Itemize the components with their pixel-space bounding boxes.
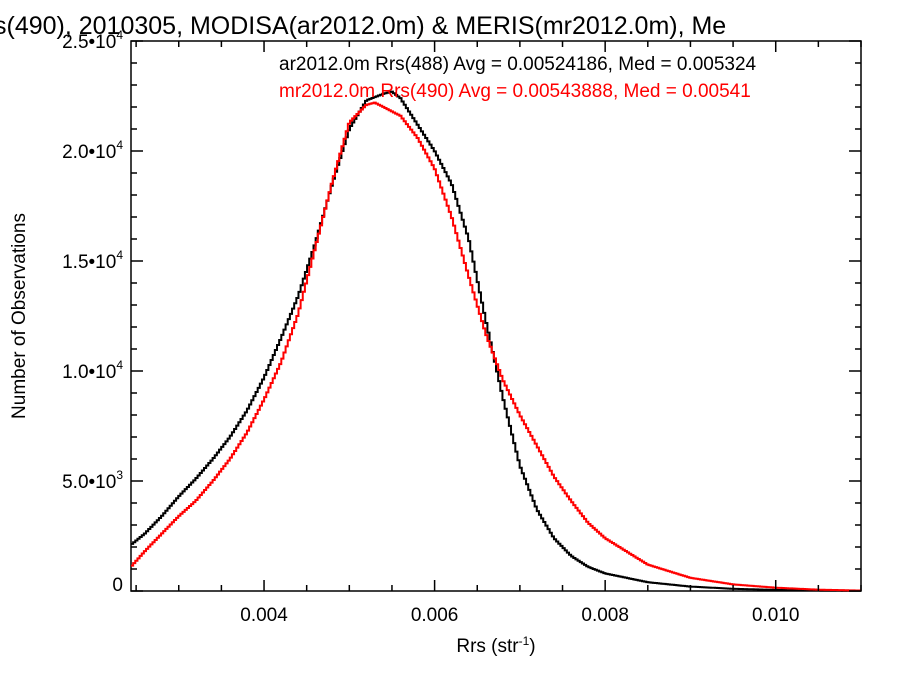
chart-title: s(490), 2010305, MODISA(ar2012.0m) & MER… — [0, 12, 726, 40]
y-tick-mantissa: 1.0•10 — [62, 362, 116, 383]
x-tick-label: 0.010 — [752, 605, 800, 626]
series-0-histogram-line — [131, 90, 861, 592]
y-tick-label: 1.5•104 — [62, 248, 123, 273]
series-1-histogram-line — [131, 101, 861, 592]
y-tick-exponent: 4 — [116, 28, 123, 42]
y-tick-label: 5.0•103 — [62, 468, 123, 493]
legend-entry-series-1: mr2012.0m Rrs(490) Avg = 0.00543888, Med… — [279, 81, 751, 102]
y-tick-mantissa: 2.5•10 — [62, 32, 116, 53]
legend: ar2012.0m Rrs(488) Avg = 0.00524186, Med… — [279, 54, 757, 102]
plot-frame — [130, 40, 862, 592]
y-tick-exponent: 4 — [116, 358, 123, 372]
y-axis-label: Number of Observations — [9, 213, 30, 419]
legend-entry-series-0: ar2012.0m Rrs(488) Avg = 0.00524186, Med… — [279, 54, 757, 75]
y-tick-mantissa: 0 — [112, 575, 123, 596]
y-tick-mantissa: 1.5•10 — [62, 252, 116, 273]
y-tick-mantissa: 2.0•10 — [62, 142, 116, 163]
x-axis-label-sup: -1 — [519, 634, 530, 648]
ticks-layer: 0.004 0.006 0.008 0.01005.0•1031.0•1041.5•1… — [62, 28, 862, 626]
y-tick-exponent: 3 — [116, 468, 123, 482]
x-axis-label-text: Rrs (str — [456, 636, 519, 657]
y-tick-label: 1.0•104 — [62, 358, 123, 383]
y-tick-label: 0 — [112, 575, 123, 596]
x-tick-label: 0.008 — [581, 605, 629, 626]
y-tick-label: 2.0•104 — [62, 138, 123, 163]
x-axis-label: Rrs (str-1) — [456, 634, 535, 657]
y-tick-mantissa: 5.0•10 — [62, 472, 116, 493]
y-tick-exponent: 4 — [116, 138, 123, 152]
series-layer — [131, 90, 861, 592]
y-tick-label: 2.5•104 — [62, 28, 123, 53]
plot-area: 0.004 0.006 0.008 0.01005.0•1031.0•1041.5•1… — [62, 28, 862, 626]
x-tick-label: 0.004 — [240, 605, 288, 626]
x-tick-label: 0.006 — [411, 605, 459, 626]
x-axis-label-end: ) — [529, 636, 535, 657]
y-tick-exponent: 4 — [116, 248, 123, 262]
